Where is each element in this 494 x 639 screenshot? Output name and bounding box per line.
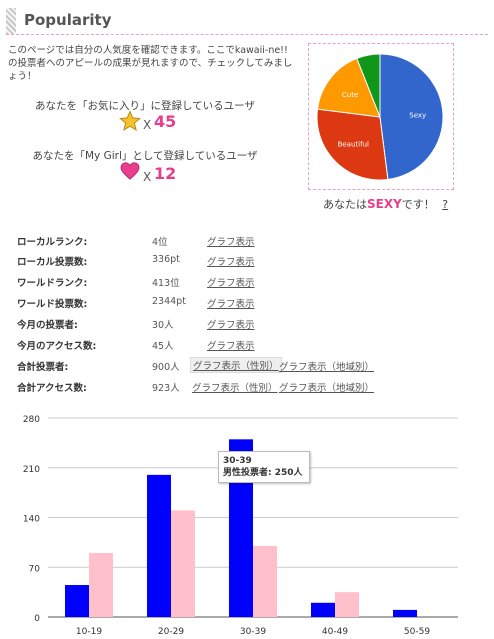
mygirl-count: 12 [154,164,177,183]
stat-row-world-rank: ワールドランク: 413位 グラフ表示 [17,272,487,292]
mygirl-label: あなたを「My Girl」として登録しているユーザ [32,150,258,162]
graph-region-link[interactable]: グラフ表示（地域別） [279,383,375,394]
graph-link[interactable]: グラフ表示 [207,299,255,310]
x-tick-label: 20-29 [158,627,184,637]
x-tick-label: 10-19 [76,627,102,637]
pie-slice [316,108,389,181]
stat-label: 今月の投票者: [17,320,78,331]
pie-caption: あなたはSEXYです！ ? [323,196,448,212]
x-tick-label: 30-39 [240,627,266,637]
stat-label: ワールドランク: [17,278,88,289]
star-icon [119,110,141,136]
graph-gender-link[interactable]: グラフ表示（性別） [190,357,282,373]
chart-tooltip: 30-39 男性投票者: 250人 [218,451,310,483]
stat-row-month-voters: 今月の投票者: 30人 グラフ表示 [17,314,487,334]
bar[interactable] [89,553,113,617]
stat-label: 合計アクセス数: [17,383,87,394]
type-result: SEXY [367,197,402,211]
graph-region-link[interactable]: グラフ表示（地域別） [279,362,375,373]
favorites-multiplier: X [143,118,152,132]
y-tick-label: 280 [23,415,40,425]
stat-label: 合計投票者: [17,362,69,373]
stat-row-month-access: 今月のアクセス数: 45人 グラフ表示 [17,335,487,355]
stat-value: 30人 [152,320,174,331]
y-tick-label: 210 [23,465,40,475]
stat-value: 4位 [152,237,168,248]
stat-label: ローカルランク: [17,237,88,248]
mygirl-multiplier: X [143,170,152,184]
graph-gender-link[interactable]: グラフ表示（性別） [192,383,278,394]
page-title: Popularity [24,11,112,29]
pie-svg: Sexy Beautiful Cute [316,53,444,181]
header-divider [6,34,488,35]
y-tick-label: 70 [29,564,41,574]
stat-row-local-votes: ローカル投票数: 336pt グラフ表示 [17,251,487,271]
stat-row-world-votes: ワールド投票数: 2344pt グラフ表示 [17,293,487,313]
pie-slice-label: Cute [342,91,358,99]
stat-value: 2344pt [152,296,186,307]
stat-value: 900人 [152,362,180,373]
heart-icon [120,162,140,184]
y-tick-label: 0 [34,614,40,624]
bar[interactable] [65,585,89,617]
pie-slice [379,53,444,181]
stat-row-total-voters: 合計投票者: 900人 グラフ表示（性別） グラフ表示（地域別） [17,356,487,376]
stat-value: 413位 [152,278,180,289]
graph-link[interactable]: グラフ表示 [207,237,255,248]
pie-slice-label: Beautiful [338,141,369,149]
graph-link[interactable]: グラフ表示 [207,257,255,268]
graph-link[interactable]: グラフ表示 [207,278,255,289]
bar[interactable] [147,474,171,617]
bar[interactable] [311,602,335,617]
stat-value: 336pt [152,254,180,265]
graph-link[interactable]: グラフ表示 [207,320,255,331]
pie-slice [316,57,381,118]
caption-suffix: です！ [401,198,435,211]
bar-chart-svg: 0 70 140 210 280 10-19 20-29 30-39 40-49 50-59 [23,415,458,637]
pie-slice-label: Sexy [409,112,426,120]
y-tick-label: 140 [23,515,40,525]
bar[interactable] [171,510,195,617]
favorites-label: あなたを「お気に入り」に登録しているユーザ [35,100,255,112]
intro-text: このページでは自分の人気度を確認できます。ここでkawaii-ne!!の投票者へ… [8,45,293,82]
tooltip-category: 30-39 [223,456,252,466]
x-tick-label: 50-59 [404,627,430,637]
type-pie-chart: Sexy Beautiful Cute [308,43,454,190]
tooltip-value: 男性投票者: 250人 [223,468,303,478]
stat-row-local-rank: ローカルランク: 4位 グラフ表示 [17,231,487,251]
stat-label: 今月のアクセス数: [17,341,97,352]
x-tick-label: 40-49 [322,627,348,637]
stat-row-total-access: 合計アクセス数: 923人 グラフ表示（性別） グラフ表示（地域別） [17,377,487,397]
graph-link[interactable]: グラフ表示 [207,341,255,352]
section-header: Popularity [6,8,488,36]
favorites-count: 45 [154,112,177,131]
bar[interactable] [393,609,417,617]
header-stripe [6,8,16,34]
bar[interactable] [335,592,359,617]
stat-value: 45人 [152,341,174,352]
age-bar-chart: 0 70 140 210 280 10-19 20-29 30-39 40-49 50-59 [0,405,494,639]
stat-label: ローカル投票数: [17,257,88,268]
caption-prefix: あなたは [323,198,367,211]
bar[interactable] [253,545,277,617]
help-link[interactable]: ? [442,198,449,211]
stat-label: ワールド投票数: [17,299,88,310]
pie-slice [356,53,381,118]
stat-value: 923人 [152,383,180,394]
